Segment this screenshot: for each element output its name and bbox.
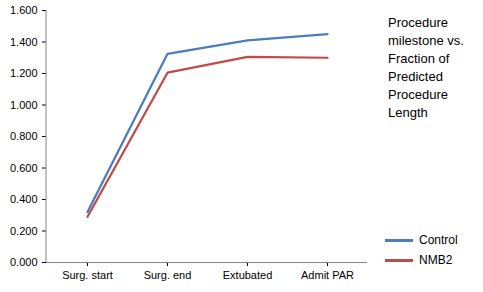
svg-text:Extubated: Extubated (223, 269, 273, 281)
svg-text:0.200: 0.200 (10, 225, 38, 237)
svg-text:Surg. end: Surg. end (144, 269, 192, 281)
svg-text:Surg. start: Surg. start (62, 269, 113, 281)
svg-text:Admit PAR: Admit PAR (301, 269, 354, 281)
html-text:Control: Control (419, 233, 458, 247)
svg-text:1.000: 1.000 (10, 99, 38, 111)
svg-text:0.600: 0.600 (10, 162, 38, 174)
svg-text:1.400: 1.400 (10, 36, 38, 48)
svg-text:0.000: 0.000 (10, 256, 38, 268)
svg-text:1.600: 1.600 (10, 4, 38, 16)
svg-text:1.200: 1.200 (10, 67, 38, 79)
svg-text:0.800: 0.800 (10, 130, 38, 142)
svg-text:0.400: 0.400 (10, 193, 38, 205)
html-text:NMB2: NMB2 (419, 253, 453, 267)
html-text:Procedure milestone vs. Fracti: Procedure milestone vs. Fraction of Pred… (388, 15, 464, 120)
